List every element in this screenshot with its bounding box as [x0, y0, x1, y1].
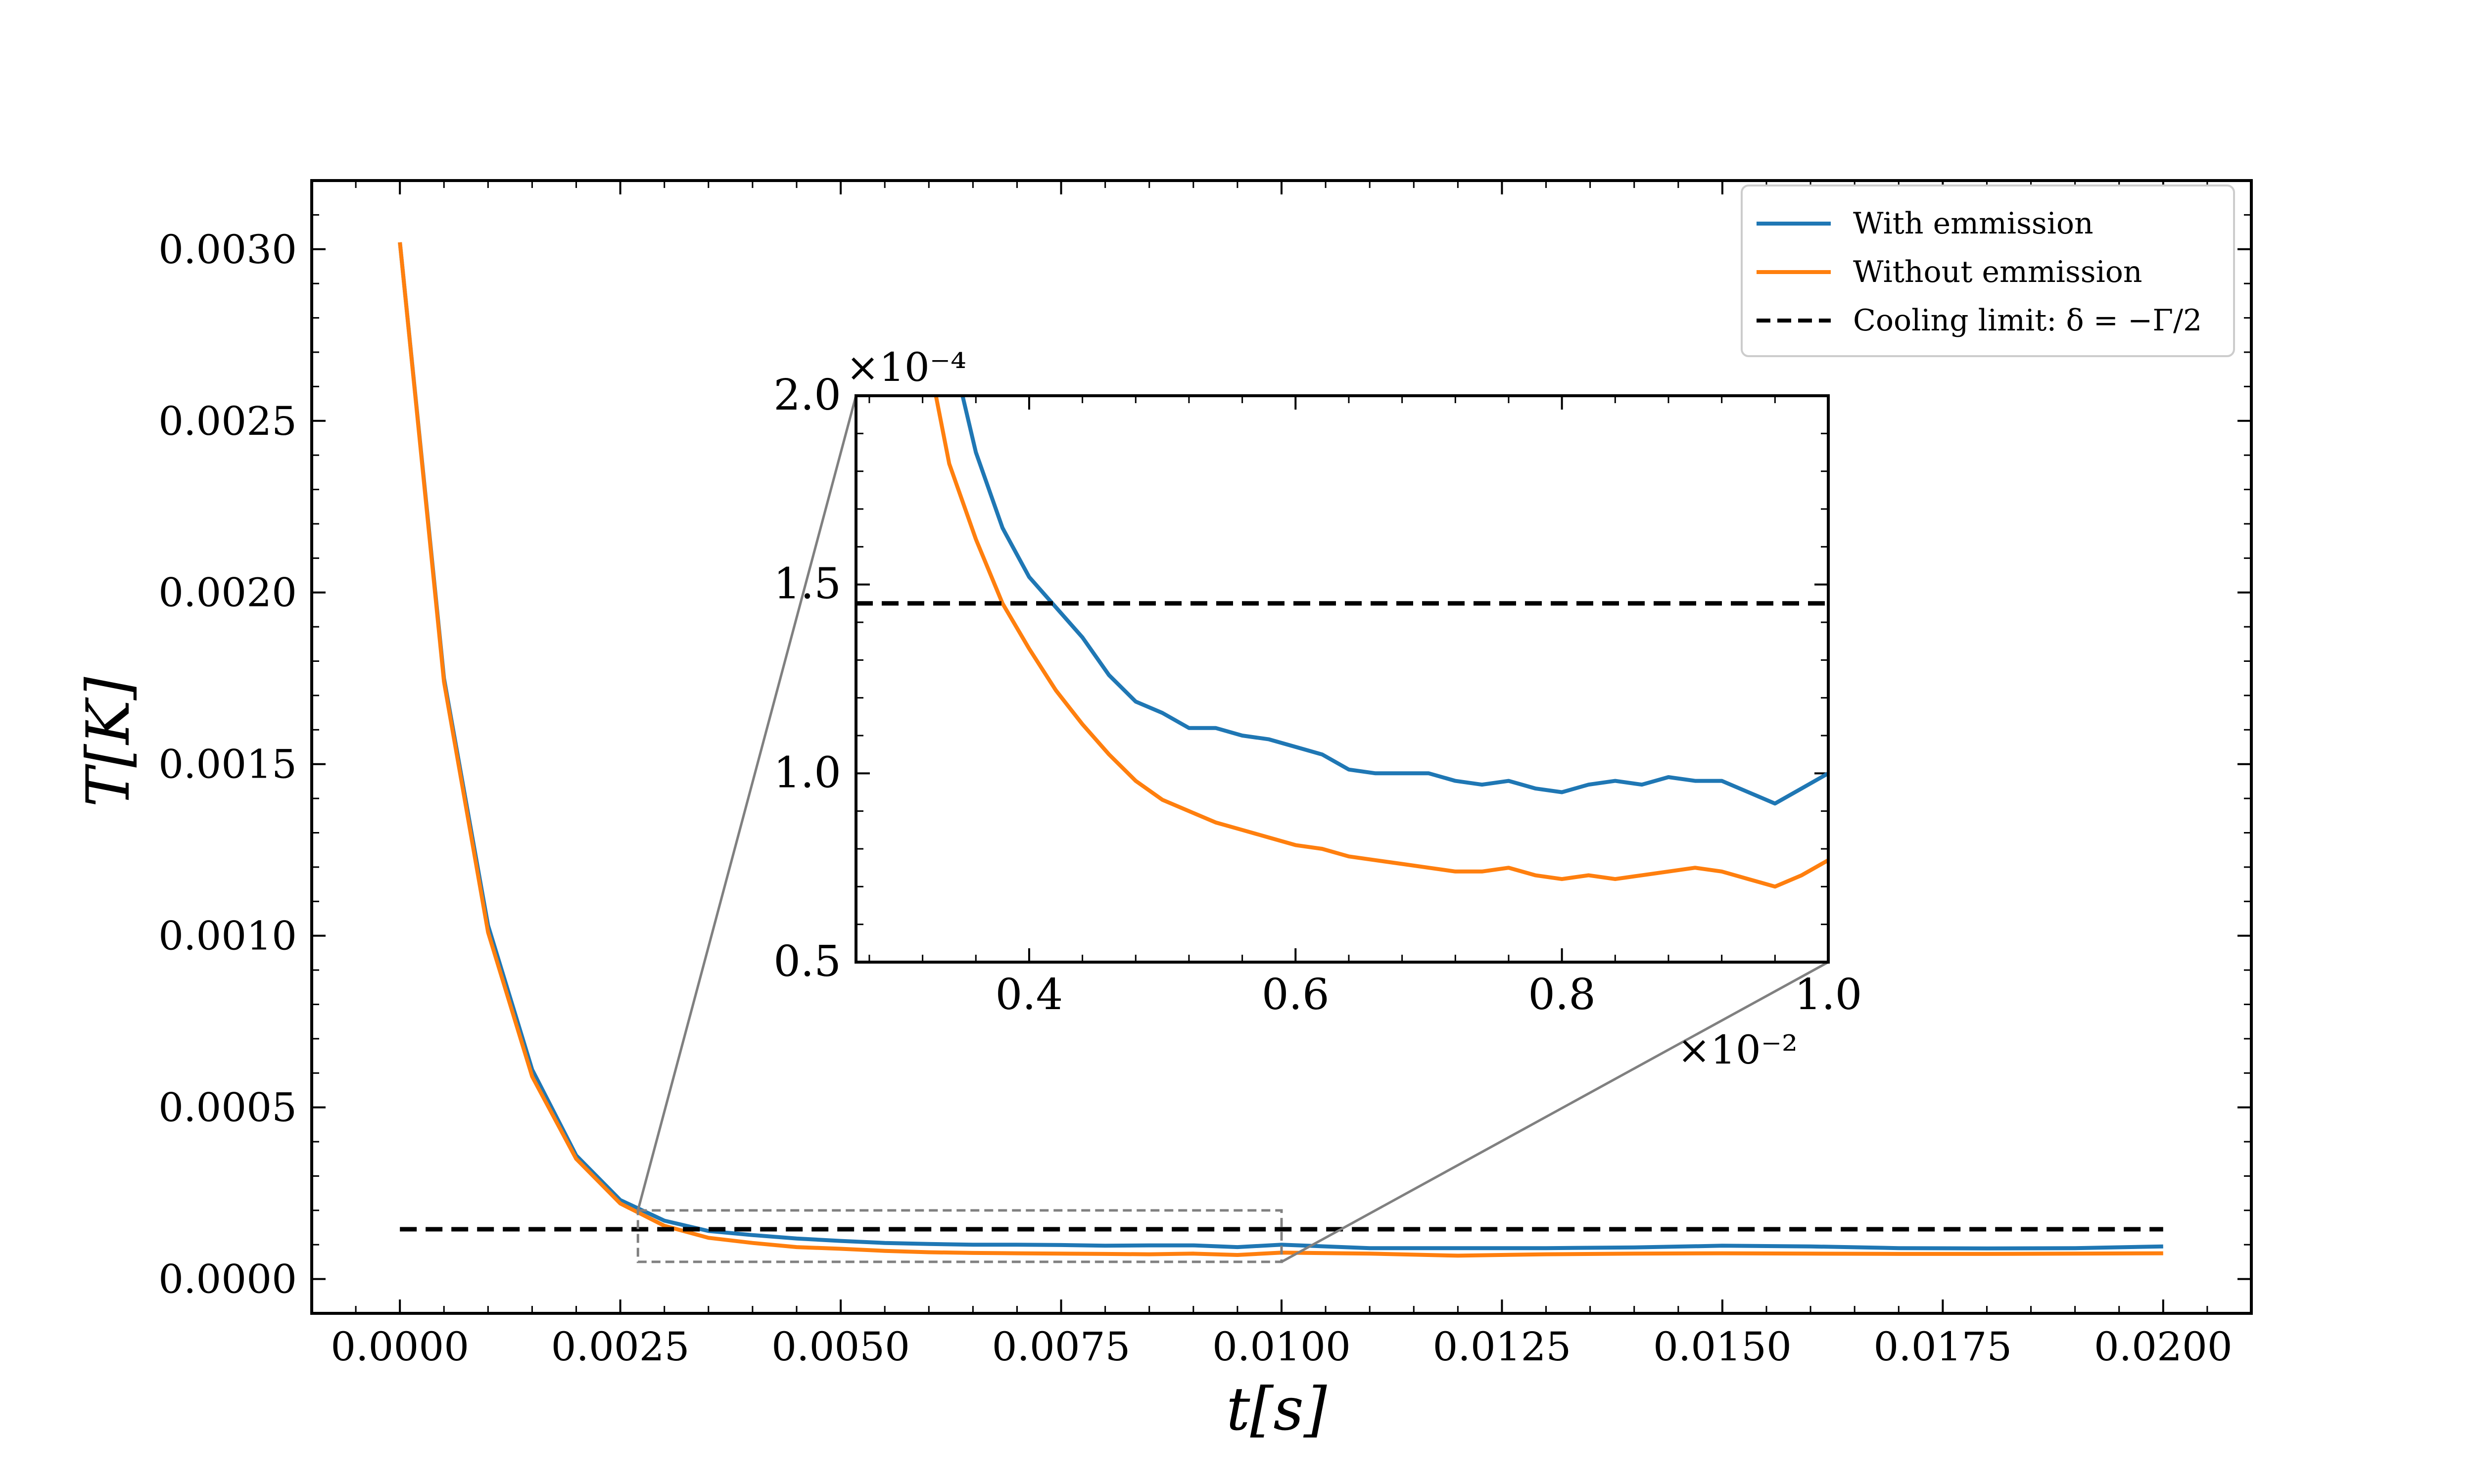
inset-x-tick-label: 0.8 [1528, 970, 1596, 1020]
main-x-tick-label: 0.0125 [1432, 1324, 1571, 1370]
inset-y-tick-label: 0.5 [773, 937, 841, 986]
main-x-tick-label: 0.0025 [551, 1324, 690, 1370]
main-plot-lines [398, 242, 2163, 1258]
main-x-tick-label: 0.0175 [1873, 1324, 2012, 1370]
main-x-tick-label: 0.0200 [2094, 1324, 2233, 1370]
x-axis-label: t[s] [1226, 1375, 1327, 1444]
zoom-indicator [636, 395, 1829, 1263]
main-series-0 [398, 242, 2163, 1251]
main-x-tick-label: 0.0000 [331, 1324, 469, 1370]
y-axis-label: T[K] [74, 677, 143, 807]
inset-series-1 [934, 396, 1828, 889]
inset-y-multiplier: ×10⁻⁴ [846, 344, 966, 390]
main-y-tick-label: 0.0020 [158, 570, 297, 616]
inset-y-tick-label: 1.5 [773, 559, 841, 609]
zoom-connector-left [636, 395, 857, 1211]
main-y-tick-label: 0.0005 [158, 1085, 297, 1131]
main-y-tick-label: 0.0000 [158, 1256, 297, 1302]
inset-x-tick-label: 0.4 [996, 970, 1063, 1020]
legend-label-2: Cooling limit: δ = −Γ/2 [1853, 303, 2202, 338]
inset-tick-labels: 0.4 0.6 0.8 1.0 0.5 1.0 1.5 2.0 [773, 371, 1862, 1020]
main-tick-labels: 0.0000 0.0025 0.0050 0.0075 0.0100 0.0125 0.01… [158, 227, 2233, 1370]
inset-x-multiplier: ×10⁻² [1677, 1027, 1798, 1073]
inset-y-tick-label: 1.0 [773, 748, 841, 797]
legend: With emmission Without emmission Cooling l… [1741, 185, 2235, 357]
main-series-1 [398, 242, 2163, 1258]
inset-y-tick-label: 2.0 [773, 371, 841, 420]
inset-axes: 0.4 0.6 0.8 1.0 0.5 1.0 1.5 2.0 ×10⁻⁴ ×10⁻² [773, 344, 1862, 1073]
inset-background [856, 396, 1828, 962]
inset-x-tick-label: 0.6 [1262, 970, 1330, 1020]
main-y-tick-label: 0.0015 [158, 742, 297, 788]
main-x-tick-label: 0.0100 [1212, 1324, 1351, 1370]
legend-label-0: With emmission [1853, 206, 2093, 241]
zoom-connector-right [1281, 961, 1829, 1263]
main-plot-frame [310, 179, 2253, 1315]
inset-plot-lines [856, 396, 1828, 889]
inset-frame [855, 394, 1830, 964]
legend-box [1741, 185, 2235, 357]
main-x-tick-label: 0.0050 [771, 1324, 910, 1370]
main-y-tick-label: 0.0025 [158, 398, 297, 444]
main-y-tick-label: 0.0030 [158, 227, 297, 273]
main-x-tick-label: 0.0150 [1653, 1324, 1792, 1370]
inset-series-0 [960, 396, 1828, 806]
main-y-tick-label: 0.0010 [158, 913, 297, 959]
inset-x-tick-label: 1.0 [1795, 970, 1862, 1020]
main-x-tick-label: 0.0075 [992, 1324, 1131, 1370]
zoom-box [636, 1209, 1283, 1263]
legend-label-1: Without emmission [1853, 255, 2142, 289]
